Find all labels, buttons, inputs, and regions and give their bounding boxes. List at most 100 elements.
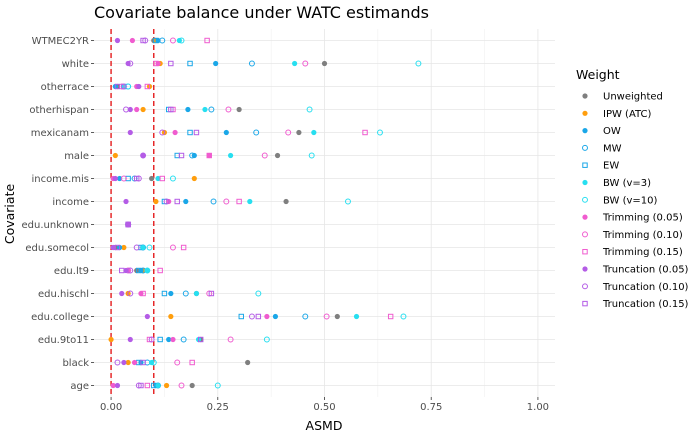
x-tick-label: 0.50 [313, 402, 335, 413]
data-point [248, 60, 255, 67]
data-point [191, 175, 197, 182]
legend-key [582, 266, 588, 272]
data-point [168, 290, 174, 297]
data-point [155, 382, 161, 389]
data-point [136, 267, 142, 274]
data-point [125, 359, 131, 366]
legend-key [582, 300, 588, 307]
data-point [157, 267, 163, 274]
data-point [125, 221, 131, 228]
data-point [178, 152, 185, 159]
data-point [123, 106, 129, 113]
data-point [140, 106, 146, 113]
data-point [168, 60, 174, 67]
data-point [193, 290, 200, 297]
data-point [168, 106, 174, 113]
legend-label: BW (v=3) [603, 178, 651, 189]
legend-title: Weight [576, 67, 620, 82]
data-point [227, 152, 234, 159]
data-point [283, 198, 289, 205]
data-point [415, 60, 422, 67]
legend-label: Truncation (0.05) [602, 265, 689, 276]
data-point [227, 336, 234, 343]
legend-label: Trimming (0.05) [602, 213, 683, 224]
data-points [108, 37, 422, 389]
data-point [400, 313, 407, 320]
grid-lines [94, 29, 555, 397]
data-point [255, 313, 262, 320]
legend-item: Unweighted [582, 92, 663, 103]
data-point [189, 382, 195, 389]
data-point [129, 37, 136, 44]
data-point [353, 313, 360, 320]
data-point [189, 359, 195, 366]
data-point [208, 106, 215, 113]
data-point [150, 359, 157, 366]
data-point [210, 198, 217, 205]
x-tick-label: 0.75 [420, 402, 442, 413]
legend-label: EW [603, 161, 619, 172]
y-tick-label: WTMEC2YR [32, 36, 89, 47]
data-point [180, 244, 187, 251]
legend-key [582, 231, 588, 238]
data-point [144, 267, 151, 274]
data-point [148, 336, 155, 343]
data-point [274, 152, 281, 159]
x-tick-label: 0.25 [207, 402, 229, 413]
data-point [185, 106, 191, 113]
data-point [119, 267, 125, 274]
data-point [140, 152, 147, 159]
data-point [206, 152, 212, 159]
data-point [225, 106, 232, 113]
data-point [114, 359, 121, 366]
y-tick-label: age [70, 381, 89, 392]
data-point [133, 244, 140, 251]
data-point [123, 198, 129, 205]
legend-label: Truncation (0.10) [602, 282, 689, 293]
data-point [178, 382, 185, 389]
legend-key [582, 93, 588, 99]
data-point [292, 60, 298, 67]
data-point [182, 290, 189, 297]
data-point [144, 382, 151, 389]
data-point [110, 382, 116, 389]
data-point [138, 382, 144, 389]
legend-key [582, 162, 588, 168]
data-point [157, 336, 163, 343]
y-tick-label: income [52, 197, 89, 208]
legend-label: Truncation (0.15) [602, 299, 689, 310]
data-point [183, 198, 189, 205]
data-point [187, 129, 193, 136]
data-point [140, 290, 146, 297]
data-point [112, 152, 118, 159]
data-point [296, 129, 302, 136]
data-point [140, 244, 146, 251]
data-point [174, 359, 181, 366]
data-point [321, 60, 328, 67]
chart-title: Covariate balance under WATC estimands [94, 3, 429, 22]
data-point [198, 336, 204, 343]
series-truncation-0-05 [110, 37, 150, 389]
series-ow [112, 37, 279, 389]
data-point [170, 336, 176, 343]
data-point [166, 336, 172, 343]
y-tick-label: edu.hischl [38, 289, 89, 300]
data-point [123, 267, 129, 274]
data-point [114, 244, 121, 251]
data-point [114, 37, 121, 44]
data-point [180, 336, 187, 343]
data-point [134, 106, 140, 113]
data-point [308, 152, 315, 159]
legend-item: Truncation (0.05) [582, 265, 689, 276]
legend-item: Truncation (0.15) [582, 299, 689, 310]
y-tick-label: mexicanam [31, 128, 89, 139]
data-point [302, 60, 309, 67]
legend-key [582, 248, 588, 255]
legend-item: EW [582, 161, 619, 172]
data-point [169, 244, 176, 251]
data-point [238, 313, 244, 320]
legend-key [582, 214, 588, 220]
legend-item: Trimming (0.10) [582, 230, 683, 241]
legend-label: BW (v=10) [603, 195, 657, 206]
